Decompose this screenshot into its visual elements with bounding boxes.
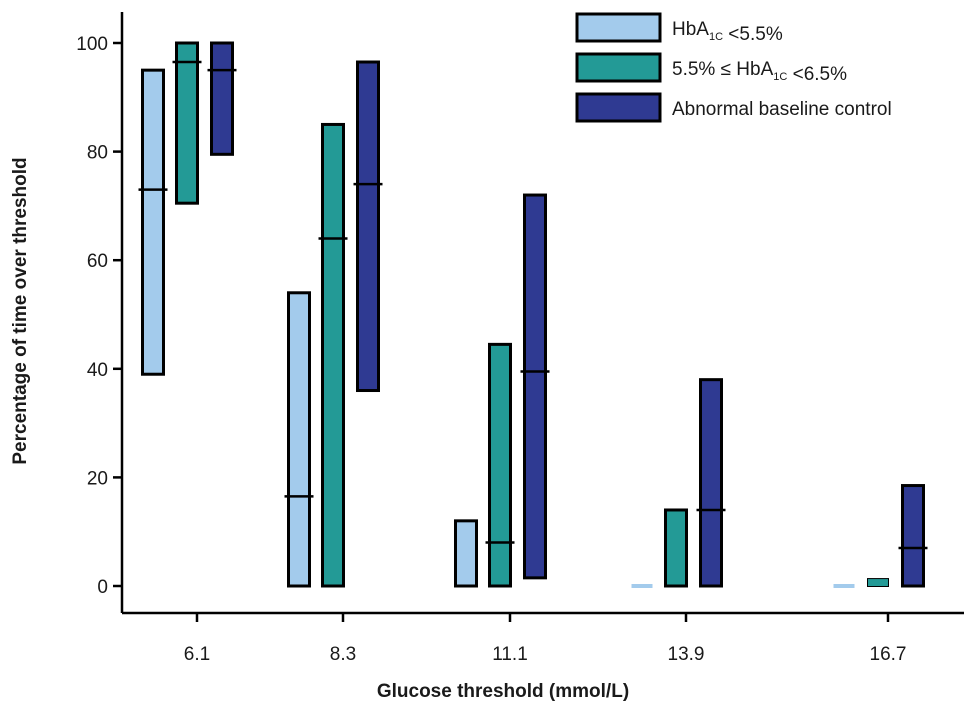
box bbox=[631, 584, 653, 588]
box bbox=[287, 291, 311, 588]
box bbox=[699, 378, 723, 588]
x-tick-label: 8.3 bbox=[330, 644, 356, 665]
box bbox=[488, 342, 512, 588]
legend-label: HbA1C <5.5% bbox=[672, 19, 783, 45]
legend-item: Abnormal baseline control bbox=[575, 92, 892, 123]
box bbox=[356, 60, 380, 393]
y-axis-title: Percentage of time over threshold bbox=[10, 157, 31, 464]
box bbox=[664, 508, 688, 588]
y-axis: 0 20 40 60 80 100 bbox=[76, 12, 124, 613]
box bbox=[210, 41, 234, 156]
box bbox=[833, 584, 855, 588]
legend-swatch bbox=[575, 92, 662, 123]
x-tick-label: 13.9 bbox=[668, 644, 705, 665]
box bbox=[321, 122, 345, 588]
y-tick-label: 60 bbox=[87, 251, 108, 272]
box bbox=[523, 193, 547, 580]
box bbox=[454, 519, 478, 588]
legend: HbA1C <5.5% 5.5% ≤ HbA1C <6.5% Abnormal ba… bbox=[575, 12, 892, 123]
x-axis: 6.1 8.3 11.1 13.9 16.7 bbox=[122, 611, 964, 665]
y-tick-label: 0 bbox=[97, 577, 108, 598]
legend-item: HbA1C <5.5% bbox=[575, 12, 783, 45]
box bbox=[901, 484, 925, 588]
y-tick-label: 100 bbox=[76, 34, 108, 55]
legend-swatch bbox=[575, 52, 662, 83]
legend-item: 5.5% ≤ HbA1C <6.5% bbox=[575, 52, 847, 85]
x-tick-label: 11.1 bbox=[492, 644, 528, 665]
box bbox=[141, 68, 165, 376]
boxes bbox=[138, 41, 928, 588]
x-tick-label: 6.1 bbox=[184, 644, 210, 665]
legend-label: Abnormal baseline control bbox=[672, 99, 892, 120]
y-tick-label: 20 bbox=[87, 468, 108, 489]
y-tick-label: 80 bbox=[87, 143, 108, 164]
legend-swatch bbox=[575, 12, 662, 43]
x-axis-title: Glucose threshold (mmol/L) bbox=[377, 681, 629, 702]
box bbox=[175, 41, 199, 205]
x-tick-label: 16.7 bbox=[870, 644, 907, 665]
box bbox=[867, 578, 889, 588]
y-tick-label: 40 bbox=[87, 360, 108, 381]
legend-label: 5.5% ≤ HbA1C <6.5% bbox=[672, 59, 847, 85]
